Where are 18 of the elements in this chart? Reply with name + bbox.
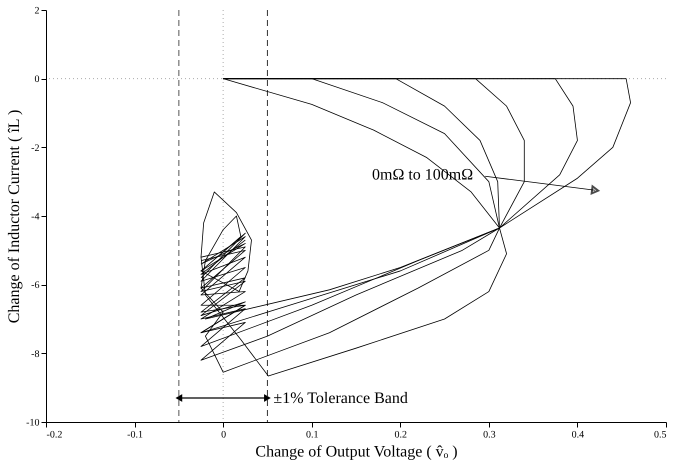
y-tick-label: 0 <box>34 74 40 86</box>
x-axis-title: Change of Output Voltage ( v̂ₒ ) <box>255 444 458 460</box>
x-tick-label: -0.1 <box>127 430 143 440</box>
y-tick-label: -6 <box>31 280 40 292</box>
y-tick-label: -2 <box>31 142 40 154</box>
x-tick-label: 0 <box>221 430 226 440</box>
x-tick-label: 0.3 <box>483 430 496 440</box>
y-tick-label: -4 <box>31 212 40 222</box>
x-tick-label: 0.2 <box>394 430 408 440</box>
y-tick-label: -8 <box>31 348 40 360</box>
x-tick-label: 0.5 <box>654 430 666 440</box>
annotation: ±1% Tolerance Band <box>273 390 408 407</box>
y-tick-label: -10 <box>26 418 40 428</box>
x-tick-label: 0.1 <box>306 430 318 440</box>
y-axis-title: Change of Inductor Current ( îL ) <box>6 110 24 324</box>
x-tick-label: -0.2 <box>46 430 62 440</box>
x-tick-label: 0.4 <box>572 430 584 440</box>
y-tick-label: 2 <box>34 6 40 16</box>
